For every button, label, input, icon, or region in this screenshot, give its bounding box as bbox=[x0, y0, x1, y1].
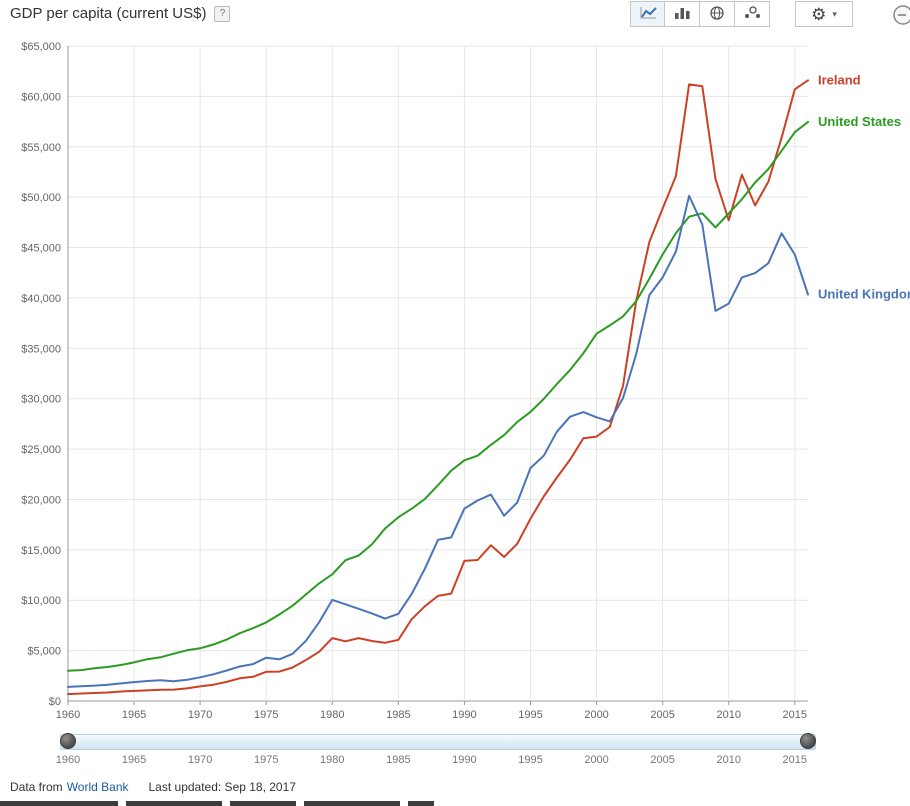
series-line-united-states bbox=[67, 120, 809, 672]
slider-year-label: 1965 bbox=[121, 754, 147, 766]
slider-year-label: 2015 bbox=[782, 754, 808, 766]
header: GDP per capita (current US$) ? bbox=[0, 0, 910, 30]
slider-year-label: 1995 bbox=[518, 754, 543, 766]
clipped-circle-icon bbox=[890, 5, 910, 32]
help-icon[interactable]: ? bbox=[214, 5, 231, 22]
y-tick-label: $0 bbox=[49, 696, 61, 708]
bubble-chart-button[interactable] bbox=[735, 1, 770, 27]
y-tick-label: $5,000 bbox=[27, 646, 61, 658]
slider-year-label: 2005 bbox=[650, 754, 675, 766]
slider-year-label: 1960 bbox=[55, 754, 81, 766]
y-tick-label: $40,000 bbox=[21, 293, 61, 305]
series-label: United Kingdom bbox=[818, 286, 910, 301]
y-tick-label: $45,000 bbox=[21, 243, 61, 255]
x-tick-label: 2005 bbox=[650, 709, 674, 721]
slider-handle-right[interactable] bbox=[800, 733, 816, 749]
gdp-line-chart: $0 $5,000 $10,000 $15,000 $20,000 $25,000 $30,… bbox=[21, 41, 910, 721]
clipped-edge-button[interactable] bbox=[890, 2, 910, 28]
y-tick-label: $50,000 bbox=[21, 192, 61, 204]
settings-button[interactable]: ⚙ ▾ bbox=[795, 1, 853, 27]
x-tick-label: 1970 bbox=[188, 709, 212, 721]
world-bank-link[interactable]: World Bank bbox=[66, 780, 129, 794]
series-line-united-kingdom bbox=[67, 194, 809, 688]
y-tick-label: $60,000 bbox=[21, 91, 61, 103]
y-tick-label: $25,000 bbox=[21, 444, 61, 456]
x-tick-label: 1995 bbox=[518, 709, 542, 721]
slider-year-label: 1975 bbox=[253, 754, 279, 766]
footer: Data from World Bank Last updated: Sep 1… bbox=[10, 780, 296, 794]
x-tick-label: 2000 bbox=[584, 709, 608, 721]
slider-year-label: 1990 bbox=[452, 754, 477, 766]
slider-year-label: 1985 bbox=[386, 754, 411, 766]
y-tick-label: $20,000 bbox=[21, 494, 61, 506]
bubble-chart-icon bbox=[742, 5, 762, 24]
slider-handle-left[interactable] bbox=[60, 733, 76, 749]
series-line-ireland bbox=[67, 79, 809, 696]
globe-icon bbox=[708, 5, 726, 24]
x-tick-label: 1965 bbox=[122, 709, 146, 721]
clipped-text-fragment bbox=[126, 801, 222, 806]
slider-year-label: 2010 bbox=[716, 754, 741, 766]
series-label: Ireland bbox=[818, 72, 861, 87]
clipped-text-fragment bbox=[408, 801, 434, 806]
x-tick-label: 2010 bbox=[716, 709, 740, 721]
bar-chart-icon bbox=[672, 5, 692, 24]
x-tick-label: 2015 bbox=[783, 709, 807, 721]
footer-updated: Last updated: Sep 18, 2017 bbox=[148, 780, 296, 794]
clipped-text-fragment bbox=[230, 801, 296, 806]
clipped-text-fragment bbox=[0, 801, 118, 806]
chevron-down-icon: ▾ bbox=[832, 8, 837, 19]
series-label: United States bbox=[818, 114, 901, 129]
x-tick-label: 1975 bbox=[254, 709, 278, 721]
y-tick-label: $55,000 bbox=[21, 142, 61, 154]
footer-source-prefix: Data from bbox=[10, 780, 63, 794]
slider-year-label: 1980 bbox=[320, 754, 345, 766]
chart-type-toolbar bbox=[630, 1, 770, 27]
x-tick-label: 1980 bbox=[320, 709, 344, 721]
y-tick-label: $15,000 bbox=[21, 545, 61, 557]
y-tick-label: $30,000 bbox=[21, 394, 61, 406]
page-title: GDP per capita (current US$) bbox=[10, 5, 207, 22]
y-tick-label: $65,000 bbox=[21, 41, 61, 53]
clipped-text-fragment bbox=[304, 801, 400, 806]
time-slider: 1960 1965 1970 1975 1980 1985 1990 1995 2000 2005… bbox=[0, 733, 910, 775]
gear-icon: ⚙ bbox=[811, 4, 827, 24]
title-row: GDP per capita (current US$) ? bbox=[10, 5, 231, 22]
y-tick-label: $10,000 bbox=[21, 595, 61, 607]
time-slider-track[interactable] bbox=[60, 734, 816, 750]
y-tick-label: $35,000 bbox=[21, 343, 61, 355]
bar-chart-button[interactable] bbox=[665, 1, 700, 27]
x-tick-label: 1990 bbox=[452, 709, 476, 721]
clipped-text-row bbox=[0, 800, 910, 806]
line-chart-icon bbox=[638, 5, 658, 24]
x-tick-label: 1985 bbox=[386, 709, 410, 721]
slider-year-label: 2000 bbox=[584, 754, 609, 766]
x-tick-label: 1960 bbox=[56, 709, 80, 721]
map-chart-button[interactable] bbox=[700, 1, 735, 27]
line-chart-button[interactable] bbox=[630, 1, 665, 27]
slider-year-label: 1970 bbox=[187, 754, 213, 766]
